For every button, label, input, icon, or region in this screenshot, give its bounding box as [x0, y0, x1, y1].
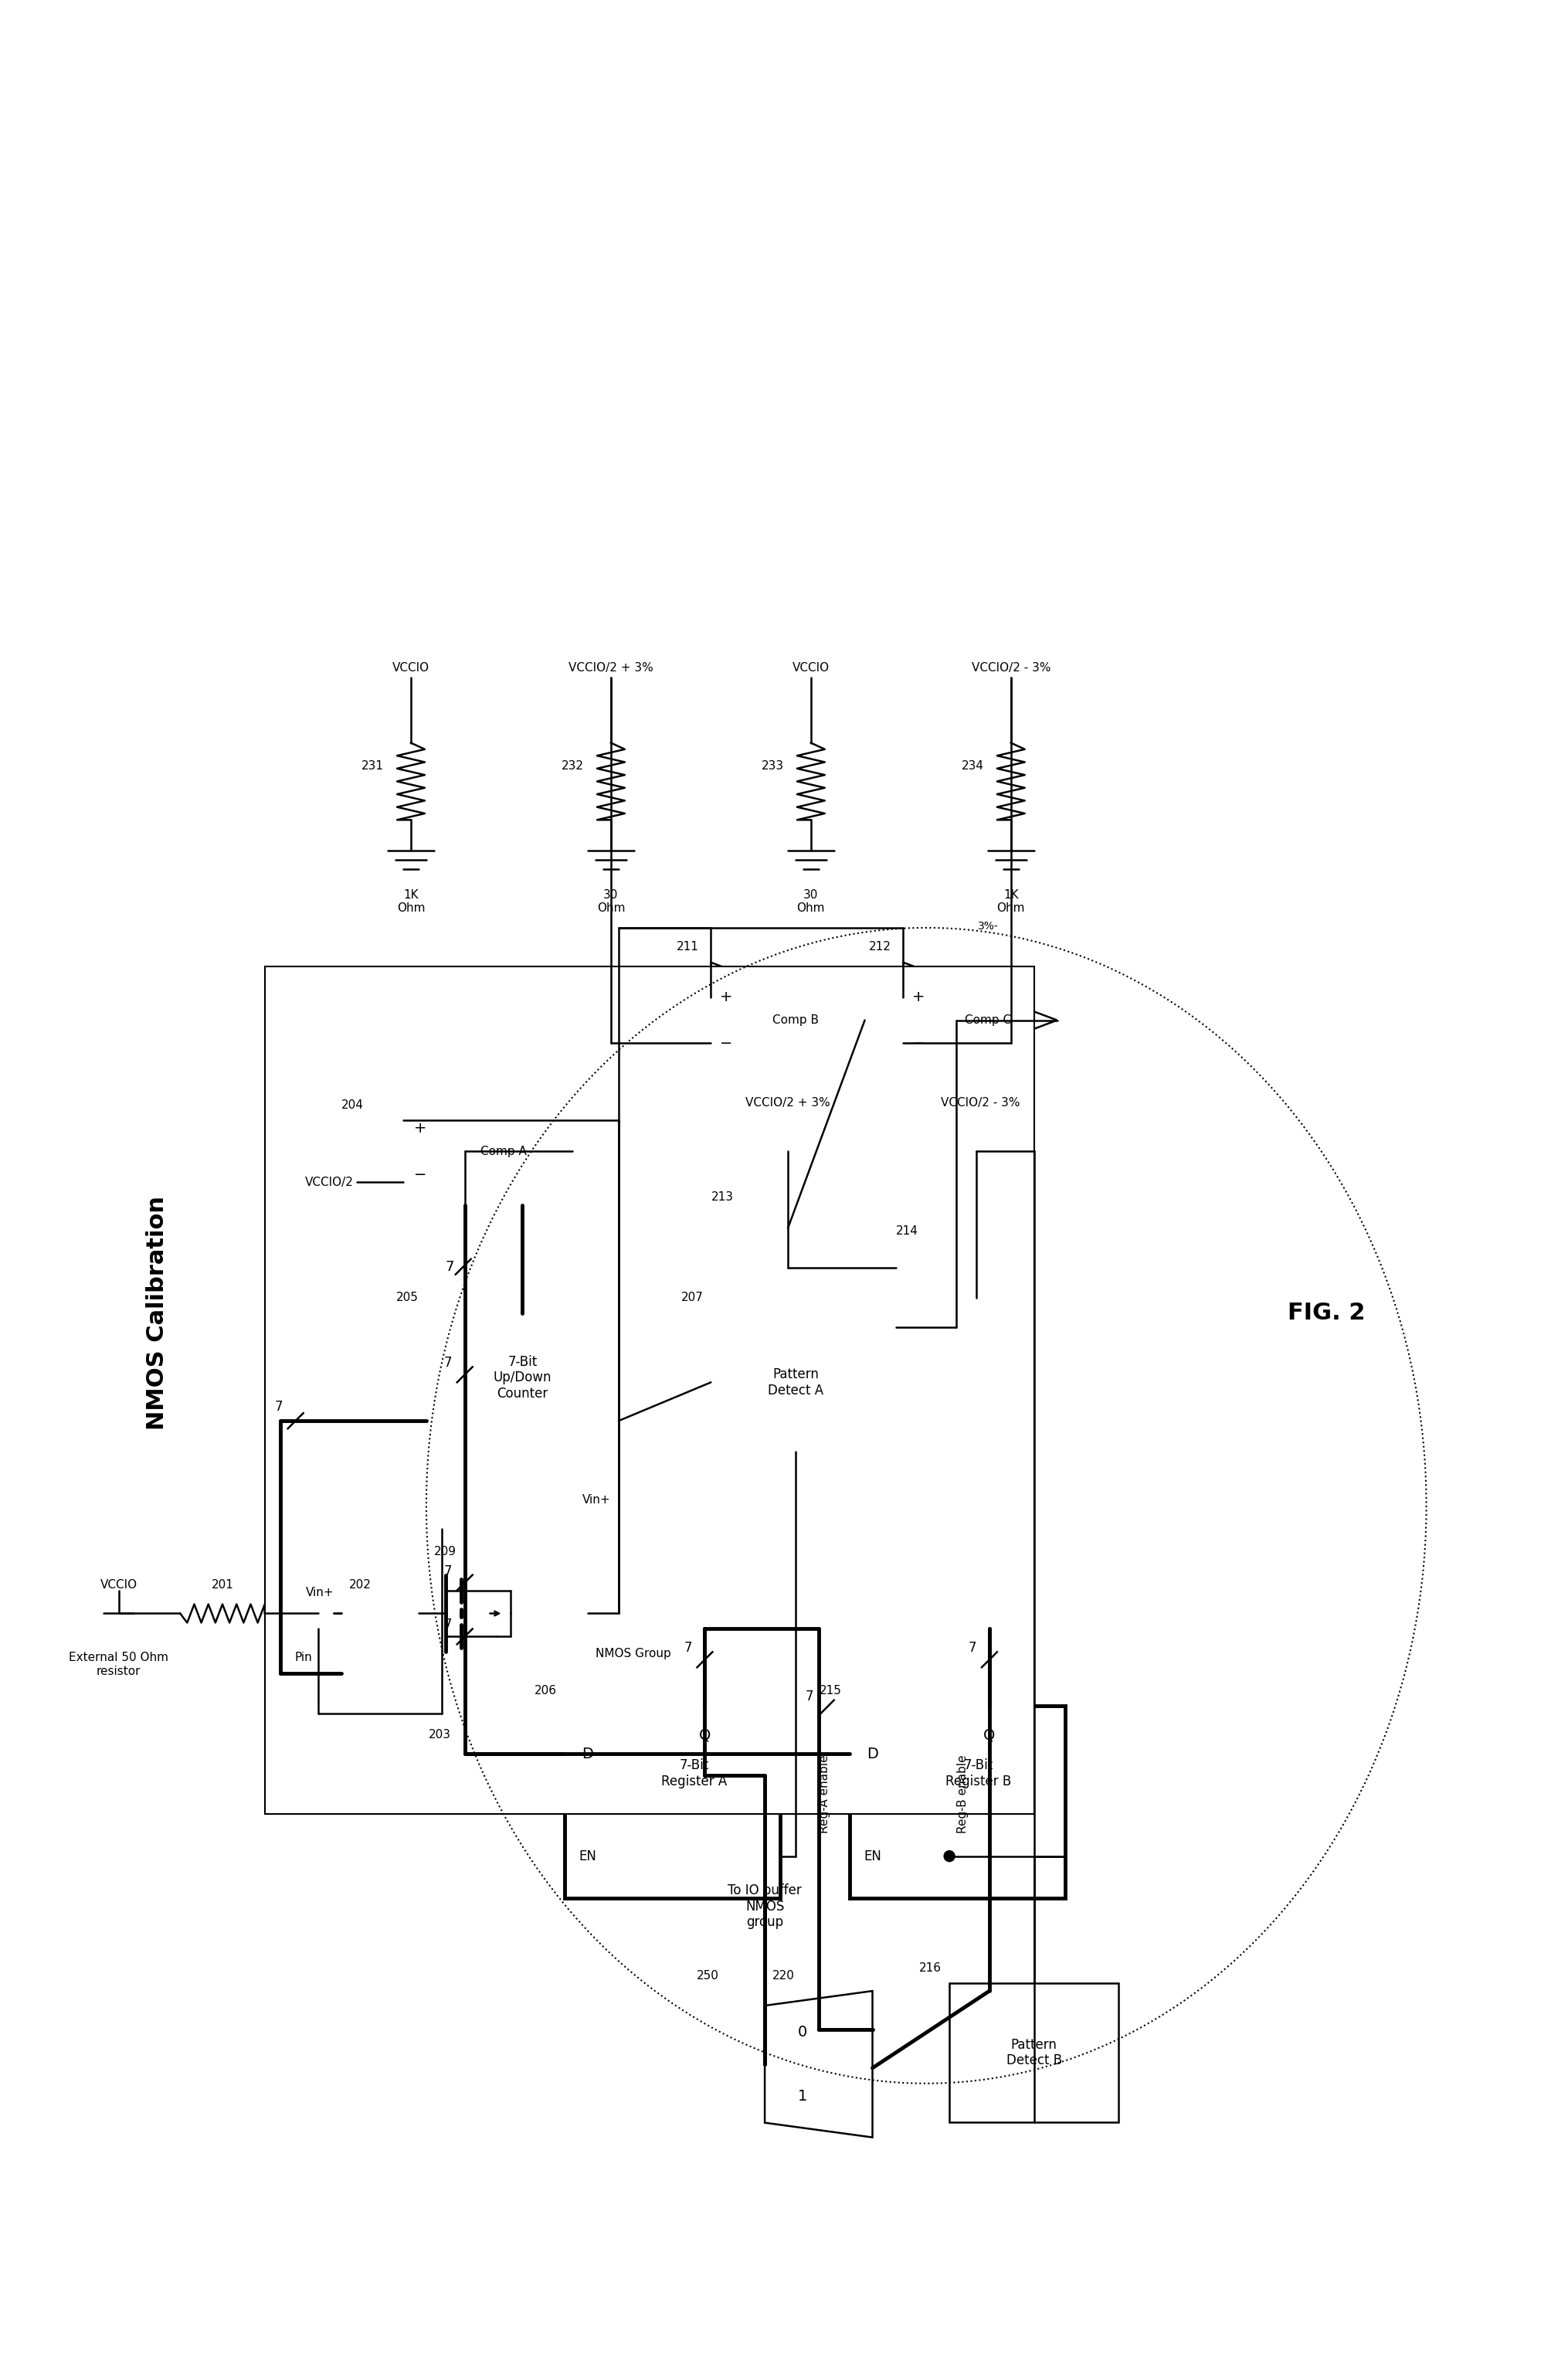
Text: 0: 0 — [798, 2024, 808, 2040]
Text: D: D — [582, 1747, 594, 1761]
Text: 7-Bit
Up/Down
Counter: 7-Bit Up/Down Counter — [494, 1355, 552, 1402]
Text: 216: 216 — [919, 1962, 942, 1974]
Text: EN: EN — [864, 1849, 881, 1863]
Polygon shape — [765, 1990, 872, 2137]
Polygon shape — [303, 1598, 334, 1629]
Text: 214: 214 — [895, 1225, 917, 1236]
Text: D: D — [867, 1747, 878, 1761]
Bar — [710, 1312, 880, 1451]
Text: NMOS Calibration: NMOS Calibration — [146, 1196, 168, 1430]
Text: VCCIO/2 - 3%: VCCIO/2 - 3% — [941, 1097, 1019, 1109]
Text: 30
Ohm: 30 Ohm — [597, 889, 626, 915]
Text: +: + — [414, 1121, 426, 1135]
Text: NMOS Group: NMOS Group — [596, 1648, 671, 1660]
Text: Reg-A enable: Reg-A enable — [818, 1754, 829, 1832]
Text: 7: 7 — [684, 1641, 691, 1655]
Text: External 50 Ohm
resistor: External 50 Ohm resistor — [69, 1652, 168, 1676]
Text: VCCIO: VCCIO — [792, 662, 829, 674]
Circle shape — [944, 1851, 955, 1860]
Polygon shape — [710, 962, 866, 1078]
Text: 209: 209 — [434, 1546, 456, 1558]
Text: 7-Bit
Register A: 7-Bit Register A — [662, 1759, 728, 1787]
Text: 7: 7 — [274, 1399, 282, 1414]
Text: Q: Q — [699, 1728, 710, 1742]
Text: FIG. 2: FIG. 2 — [1287, 1303, 1366, 1324]
Text: 7: 7 — [444, 1357, 452, 1371]
Text: 7: 7 — [806, 1690, 814, 1702]
Circle shape — [517, 1199, 528, 1210]
Text: 7: 7 — [444, 1617, 452, 1631]
Text: 213: 213 — [712, 1191, 734, 1203]
Text: VCCIO/2: VCCIO/2 — [304, 1177, 353, 1187]
Circle shape — [459, 1522, 470, 1534]
Text: VCCIO: VCCIO — [100, 1579, 136, 1591]
Bar — [949, 1983, 1118, 2123]
Bar — [342, 1513, 588, 1714]
Circle shape — [822, 1749, 831, 1759]
Polygon shape — [403, 1090, 572, 1213]
Text: 1: 1 — [798, 2090, 808, 2104]
Text: 1K
Ohm: 1K Ohm — [397, 889, 425, 915]
Text: 220: 220 — [773, 1969, 795, 1981]
Text: Comp A: Comp A — [480, 1147, 527, 1156]
Bar — [850, 1707, 1065, 1898]
Text: Pattern
Detect B: Pattern Detect B — [1007, 2038, 1062, 2068]
Circle shape — [459, 1522, 470, 1534]
Text: 212: 212 — [869, 941, 891, 953]
Text: Pattern
Detect A: Pattern Detect A — [768, 1366, 823, 1397]
Text: 7: 7 — [969, 1641, 977, 1655]
Text: EN: EN — [579, 1849, 597, 1863]
Text: 233: 233 — [760, 761, 784, 771]
Text: −: − — [414, 1168, 426, 1182]
Text: 231: 231 — [361, 761, 384, 771]
Text: 7: 7 — [445, 1260, 453, 1274]
Text: 215: 215 — [820, 1686, 842, 1697]
Text: Vin+: Vin+ — [583, 1494, 612, 1506]
Text: −: − — [913, 1035, 925, 1050]
Text: 232: 232 — [561, 761, 583, 771]
Text: 204: 204 — [342, 1099, 364, 1111]
Text: Reg-B enable: Reg-B enable — [956, 1754, 969, 1832]
Text: 3%-: 3%- — [977, 922, 999, 931]
Text: Vin+: Vin+ — [306, 1586, 334, 1598]
Text: VCCIO/2 - 3%: VCCIO/2 - 3% — [971, 662, 1051, 674]
Text: Pin: Pin — [295, 1652, 312, 1664]
Text: 250: 250 — [696, 1969, 718, 1981]
Text: 7: 7 — [444, 1565, 452, 1579]
Text: VCCIO/2 + 3%: VCCIO/2 + 3% — [745, 1097, 829, 1109]
Polygon shape — [757, 1165, 818, 1229]
Text: Q: Q — [983, 1728, 996, 1742]
Text: 206: 206 — [535, 1686, 557, 1697]
Text: +: + — [720, 991, 732, 1005]
Circle shape — [781, 1151, 795, 1165]
Bar — [564, 1707, 781, 1898]
Text: VCCIO: VCCIO — [392, 662, 430, 674]
Text: −: − — [720, 1035, 732, 1050]
Text: Comp C: Comp C — [964, 1014, 1011, 1026]
Text: 234: 234 — [961, 761, 983, 771]
Text: VCCIO/2 + 3%: VCCIO/2 + 3% — [569, 662, 654, 674]
Bar — [426, 1312, 619, 1530]
Text: 205: 205 — [397, 1291, 419, 1303]
Text: 211: 211 — [677, 941, 699, 953]
Text: 201: 201 — [212, 1579, 234, 1591]
Text: 202: 202 — [350, 1579, 372, 1591]
Text: To IO buffer
NMOS
group: To IO buffer NMOS group — [728, 1884, 801, 1929]
Text: 207: 207 — [681, 1291, 702, 1303]
Polygon shape — [872, 1248, 977, 1345]
Text: +: + — [913, 991, 925, 1005]
Text: 1K
Ohm: 1K Ohm — [997, 889, 1025, 915]
Bar — [265, 967, 1033, 1813]
Text: 30
Ohm: 30 Ohm — [797, 889, 825, 915]
Text: Comp B: Comp B — [773, 1014, 818, 1026]
Text: 7-Bit
Register B: 7-Bit Register B — [946, 1759, 1011, 1787]
Polygon shape — [903, 962, 1057, 1078]
Text: 203: 203 — [430, 1728, 452, 1740]
